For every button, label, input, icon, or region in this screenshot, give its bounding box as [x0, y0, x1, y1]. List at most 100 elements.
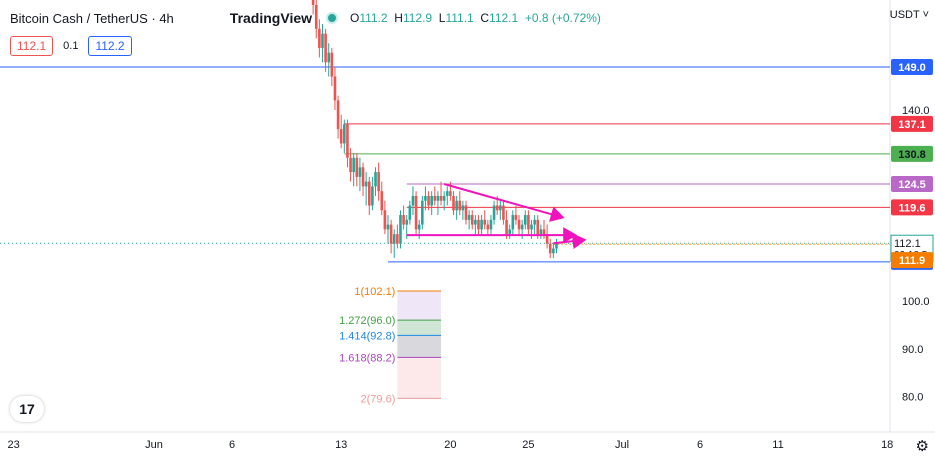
candle-body — [396, 234, 399, 244]
x-tick-label: 25 — [522, 439, 534, 451]
candle-body — [523, 215, 527, 225]
market-status-dot-icon — [326, 12, 339, 24]
settings-gear-icon[interactable]: ⚙ — [915, 438, 929, 455]
candle-body — [311, 0, 315, 5]
candle-body — [405, 219, 409, 225]
candle-body — [433, 195, 437, 201]
fib-level-label: 1.618(88.2) — [339, 352, 395, 364]
level-price-tag — [891, 199, 933, 216]
candle-body — [367, 181, 371, 206]
candle-body — [505, 219, 508, 235]
fib-zone — [397, 290, 442, 321]
candle-body — [349, 157, 352, 173]
fib-level-label: 2(79.6) — [361, 393, 396, 405]
sell-button[interactable]: 112.1 — [10, 36, 54, 56]
level-price-tag — [891, 145, 933, 162]
candle-body — [314, 4, 318, 29]
level-price-label: 130.8 — [898, 149, 926, 161]
candle-body — [548, 243, 552, 254]
candle-body — [489, 219, 493, 230]
last-price-label: 112.1 — [894, 238, 921, 250]
candle-body — [358, 167, 362, 177]
candle-body — [492, 205, 496, 220]
candle-body — [352, 157, 355, 173]
candle-body — [508, 229, 511, 235]
low-value: 111.1 — [445, 11, 474, 25]
x-tick-label: 23 — [7, 439, 19, 451]
candle-body — [480, 219, 483, 230]
symbol-title[interactable]: Bitcoin Cash / TetherUS · 4h — [10, 10, 174, 26]
candle-body — [408, 205, 412, 220]
candle-body — [411, 195, 415, 206]
level-price-label: 149.0 — [898, 62, 926, 74]
level-price-tag — [891, 115, 933, 132]
x-tick-label: 18 — [881, 439, 893, 451]
x-tick-label: Jul — [615, 439, 629, 451]
candle-body — [343, 124, 346, 144]
candle-body — [552, 248, 555, 254]
candle-body — [371, 186, 374, 206]
candle-body — [452, 195, 455, 211]
candle-body — [380, 191, 384, 211]
fib-zone — [397, 320, 442, 336]
tradingview-logo-icon[interactable]: 17 — [10, 396, 44, 422]
x-tick-label: 13 — [335, 439, 347, 451]
candle-body — [539, 229, 543, 235]
candle-body — [445, 191, 449, 196]
level-price-label: 119.6 — [899, 202, 926, 214]
candle-body — [346, 124, 349, 158]
level-price-tag — [891, 59, 933, 76]
candle-body — [455, 200, 458, 211]
high-value: 112.9 — [402, 11, 433, 25]
tradingview-brand: TradingView — [229, 10, 313, 26]
y-tick-label: 80.0 — [902, 392, 923, 404]
candle-body — [324, 33, 327, 63]
x-tick-label: 6 — [229, 439, 235, 451]
candle-body — [461, 205, 465, 211]
orange-price-label: 111.9 — [899, 255, 925, 267]
candle-body — [327, 52, 331, 63]
x-tick-label: 11 — [772, 439, 783, 451]
candle-body — [499, 205, 502, 211]
spread-value: 0.1 — [63, 40, 79, 52]
candle-body — [402, 215, 405, 225]
fib-level-label: 1.272(96.0) — [339, 315, 395, 327]
candle-body — [514, 215, 518, 220]
candle-body — [355, 157, 359, 177]
candle-body — [483, 219, 487, 225]
candle-body — [389, 224, 393, 244]
candle-body — [442, 195, 446, 201]
candle-body — [439, 195, 443, 201]
candle-body — [464, 205, 468, 220]
candle-body — [527, 215, 530, 230]
candle-body — [336, 100, 340, 130]
candle-body — [467, 215, 471, 220]
buy-button[interactable]: 112.2 — [88, 36, 132, 56]
y-tick-label: 90.0 — [902, 344, 923, 356]
candle-body — [474, 219, 477, 225]
fib-zone — [397, 335, 442, 358]
candle-body — [383, 210, 387, 230]
currency-selector[interactable]: USDT ˅ — [889, 9, 929, 21]
level-price-tag — [891, 176, 933, 193]
candle-body — [421, 200, 424, 225]
y-tick-label: 100.0 — [902, 296, 930, 308]
candle-body — [530, 224, 533, 230]
candle-body — [424, 195, 427, 201]
candle-body — [470, 215, 474, 225]
candle-body — [417, 224, 421, 230]
candle-body — [377, 172, 380, 192]
candle-body — [430, 195, 433, 206]
candle-body — [321, 33, 324, 48]
x-tick-label: 6 — [697, 439, 703, 451]
candle-body — [364, 181, 368, 187]
candle-body — [545, 234, 549, 244]
candle-body — [427, 195, 430, 206]
candle-body — [333, 76, 337, 101]
candle-body — [495, 205, 499, 211]
close-value: 112.1 — [489, 11, 519, 25]
candle-body — [318, 28, 321, 48]
change-value: +0.8 (+0.72%) — [524, 11, 601, 25]
candle-body — [399, 215, 402, 244]
